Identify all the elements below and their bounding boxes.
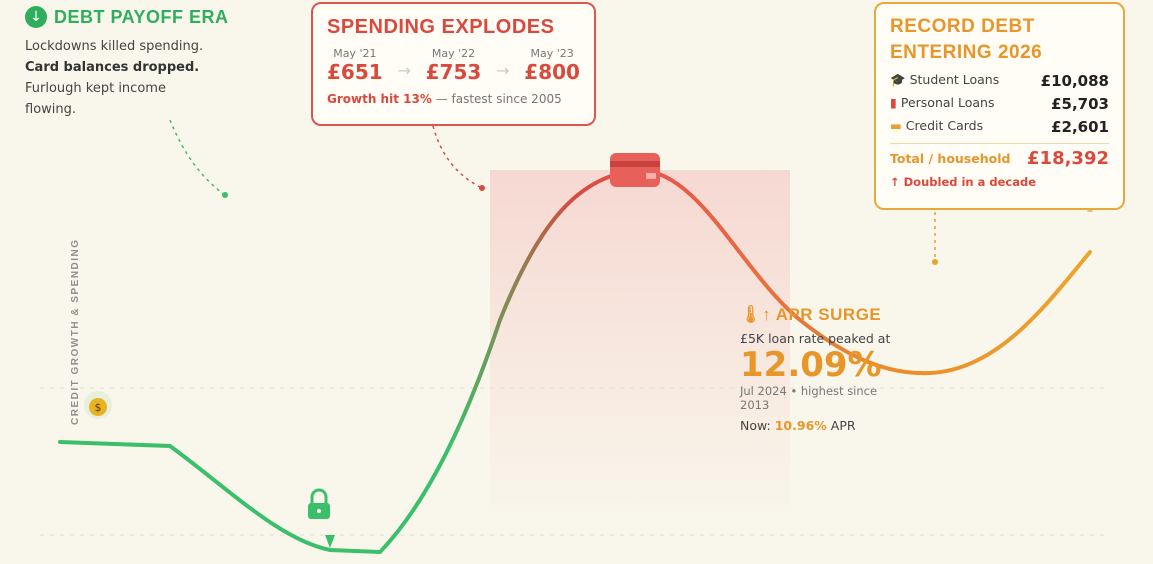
title: APR SURGE (775, 305, 882, 324)
now-label: Now: (740, 418, 771, 433)
title: SPENDING EXPLODES (327, 16, 555, 38)
title: DEBT PAYOFF ERA (54, 6, 229, 27)
svg-text:$: $ (95, 401, 102, 414)
total-label: Total / household (890, 151, 1011, 166)
rate: 12.09% (740, 345, 882, 385)
spending-card: SPENDING EXPLODES May '21 £651 → May '22 £… (311, 2, 596, 126)
total: £18,392 (1027, 148, 1109, 169)
intro: £5K loan rate peaked at (740, 331, 891, 346)
date: Jul 2024 • highest since (740, 384, 878, 398)
label: Credit Cards (905, 118, 984, 133)
label: Student Loans (909, 72, 1000, 87)
now-unit: APR (830, 418, 856, 433)
now-rate: 10.96% (774, 418, 827, 433)
amount: £2,601 (1051, 118, 1109, 136)
line: flowing. (25, 102, 77, 117)
label: Personal Loans (900, 95, 995, 110)
note: ↑ Doubled in a decade (890, 175, 1037, 189)
date: May '22 (431, 47, 476, 60)
icon: ↓ (25, 6, 47, 28)
title: RECORD DEBT (890, 16, 1035, 37)
date: May '21 (333, 47, 377, 60)
amount: £800 (524, 60, 580, 84)
arrow: → (397, 61, 411, 80)
line: Card balances dropped. (25, 60, 200, 75)
line: Lockdowns killed spending. (25, 39, 204, 54)
arrow: → (496, 61, 510, 80)
title: ENTERING 2026 (890, 42, 1043, 63)
payoff-note: ↓ DEBT PAYOFF ERA Lockdowns killed spend… (25, 6, 255, 120)
line: Furlough kept income (25, 81, 166, 96)
amount: £10,088 (1040, 72, 1109, 90)
date: May '23 (530, 47, 574, 60)
note: — fastest since 2005 (435, 92, 562, 106)
apr-note: 🌡↑ APR SURGE £5K loan rate peaked at 12.… (740, 305, 900, 433)
growth: Growth hit 13% (327, 92, 432, 106)
date: 2013 (740, 398, 770, 412)
amount: £651 (327, 60, 383, 84)
record-card: RECORD DEBT ENTERING 2026 🎓 Student Loans… (874, 2, 1125, 210)
axis-label: CREDIT GROWTH & SPENDING (70, 238, 81, 425)
amount: £753 (425, 60, 482, 84)
amount: £5,703 (1051, 95, 1109, 113)
icon: 🌡↑ (740, 305, 772, 324)
